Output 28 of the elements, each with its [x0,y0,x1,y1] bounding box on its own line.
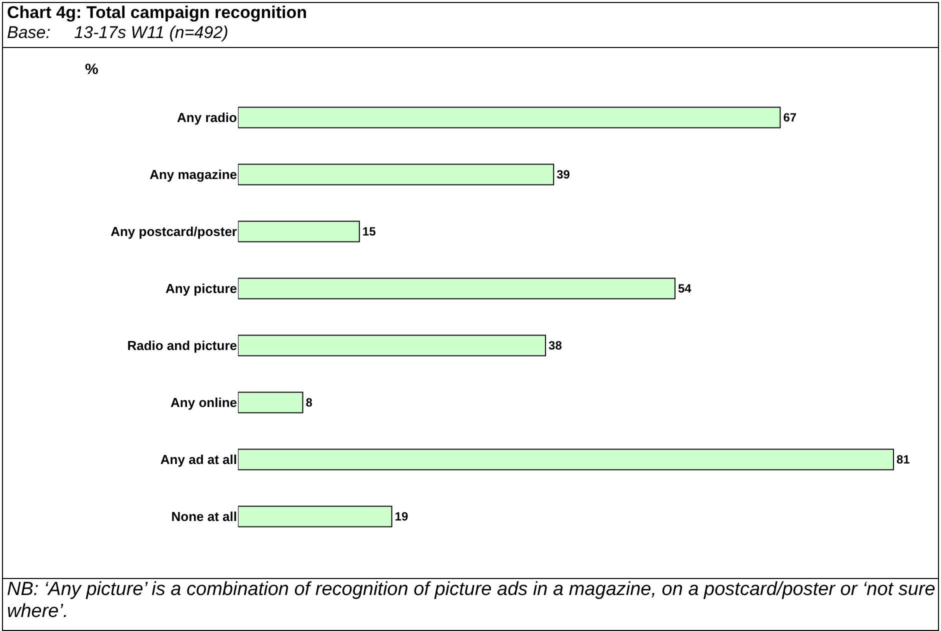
bar [238,506,392,528]
data-label: 54 [678,282,692,296]
data-label: 38 [548,338,562,352]
y-tick-label: Radio and picture [127,338,237,354]
chart-title: Chart 4g: Total campaign recognition [7,3,308,23]
chart-subtitle: Base: 13-17s W11 (n=492) [7,23,230,43]
bar [238,392,304,414]
bar [238,220,360,242]
bar [238,278,676,300]
y-tick-label: Any online [170,395,237,410]
data-label: 39 [556,168,570,182]
bar [238,334,546,356]
bar [238,164,554,186]
bar [238,106,781,128]
data-label: 8 [306,396,313,410]
x-axis-title: % [85,61,98,78]
y-tick-label: Any postcard/poster [110,224,237,240]
y-tick-label: Any magazine [150,167,237,182]
data-label: 67 [783,110,797,124]
bar [238,448,894,470]
y-tick-label: Any radio [177,110,238,126]
text: NB: ‘Any picture’ is a combination of recognition of picture ads in a magazine, on a postcard/poster or ‘not sure where’. [6,579,936,623]
y-tick-label: Any ad at all [160,452,237,468]
y-tick-label: None at all [171,509,237,524]
data-label: 19 [394,510,408,524]
data-label: 15 [362,224,376,238]
y-tick-label: Any picture [165,281,237,296]
data-label: 81 [896,452,910,466]
